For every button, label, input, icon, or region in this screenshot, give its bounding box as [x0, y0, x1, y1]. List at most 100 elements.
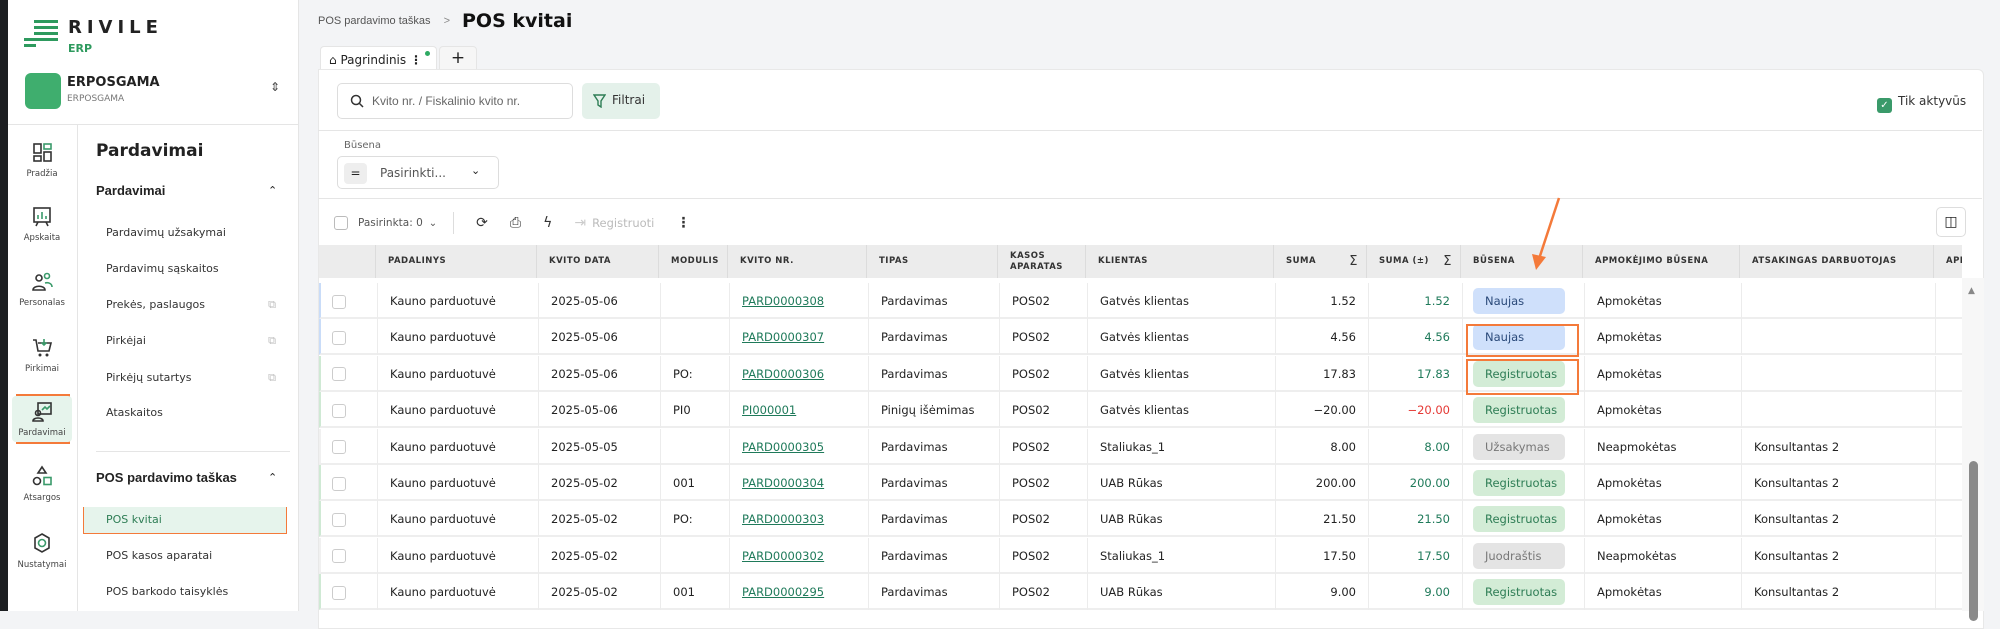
receipt-link[interactable]: PARD0000295 [742, 585, 825, 600]
selected-count-dropdown[interactable]: Pasirinkta: 0 [358, 217, 423, 229]
column-header[interactable]: SUMA (±) Σ [1367, 245, 1461, 278]
table-row[interactable]: Kauno parduotuvė 2025-05-02 001 PARD0000295… [319, 574, 1962, 611]
nav-item[interactable]: Pirkėjų sutartys ⧉ [84, 365, 286, 391]
receipt-link[interactable]: PARD0000305 [742, 439, 825, 454]
column-header[interactable]: KLIENTAS [1086, 245, 1274, 278]
refresh-icon[interactable]: ⟳ [476, 215, 488, 231]
select-all-checkbox[interactable] [334, 216, 348, 230]
table-row[interactable]: Kauno parduotuvė 2025-05-06 PARD0000308 Par… [319, 283, 1962, 319]
column-header[interactable]: ATSAKINGAS DARBUOTOJAS [1740, 245, 1934, 278]
company-name[interactable]: ERPOSGAMA [67, 75, 160, 90]
add-tab-button[interactable]: + [439, 46, 477, 70]
rail-item-personalas[interactable]: Personalas [12, 266, 72, 312]
column-header[interactable]: PADALINYS [376, 245, 537, 278]
row-checkbox[interactable] [332, 367, 346, 382]
nav-item[interactable]: Ataskaitos [84, 400, 286, 426]
breadcrumb-link[interactable]: POS pardavimo taškas [318, 15, 431, 27]
column-header[interactable]: KASOS APARATAS [998, 245, 1086, 278]
row-checkbox[interactable] [332, 512, 346, 527]
equals-operator-icon[interactable]: = [344, 163, 367, 184]
vertical-scrollbar[interactable]: ▲ [1962, 278, 1984, 621]
company-switch-icon[interactable]: ⇕ [270, 80, 281, 94]
chevron-up-icon[interactable]: ⌃ [268, 184, 278, 197]
signed-amount-cell: 17.83 [1369, 355, 1463, 392]
column-header[interactable]: MODULIS [659, 245, 728, 278]
rail-item-pirkimai[interactable]: Pirkimai [12, 332, 72, 378]
nav-item[interactable]: POS barkodo taisyklės [84, 579, 286, 605]
column-panel-toggle-icon[interactable]: ◫ [1936, 207, 1966, 237]
status-filter-select[interactable]: = Pasirinkti... ⌄ [337, 156, 499, 189]
scrollbar-thumb[interactable] [1969, 461, 1978, 621]
table-row[interactable]: Kauno parduotuvė 2025-05-02 PO: PARD0000303… [319, 501, 1962, 538]
only-active-checkbox[interactable]: ✓ Tik aktyvūs [1877, 94, 1966, 113]
signed-amount: 4.56 [1424, 330, 1450, 345]
table-row[interactable]: Kauno parduotuvė 2025-05-06 PARD0000307 Par… [319, 319, 1962, 356]
column-header[interactable]: KVITO DATA [537, 245, 659, 278]
sum-icon[interactable]: Σ [1443, 254, 1452, 269]
section-title[interactable]: POS pardavimo taškas [96, 470, 237, 485]
nav-item[interactable]: Pardavimų užsakymai [84, 220, 286, 246]
column-header[interactable]: SUMA Σ [1274, 245, 1367, 278]
row-checkbox[interactable] [332, 403, 346, 418]
divider [96, 451, 290, 452]
table-row[interactable]: Kauno parduotuvė 2025-05-06 PI0 PI000001 Pin… [319, 392, 1962, 429]
rail-item-apskaita[interactable]: Apskaita [12, 201, 72, 247]
rail-item-atsargos[interactable]: Atsargos [12, 461, 72, 507]
responsible-employee: Konsultantas 2 [1754, 439, 1840, 454]
receipt-link[interactable]: PARD0000304 [742, 476, 825, 490]
row-checkbox[interactable] [332, 330, 346, 345]
column-header[interactable]: TIPAS [867, 245, 998, 278]
nav-item[interactable]: Pardavimų sąskaitos [84, 256, 286, 282]
tab-home[interactable]: ⌂ Pagrindinis ⋮ [320, 46, 437, 70]
receipt-link[interactable]: PI000001 [742, 403, 797, 418]
receipt-date: 2025-05-02 [551, 585, 618, 600]
table-row[interactable]: Kauno parduotuvė 2025-05-06 PO: PARD0000306… [319, 355, 1962, 392]
receipt-link[interactable]: PARD0000303 [742, 512, 825, 527]
row-checkbox[interactable] [332, 440, 346, 455]
external-link-icon[interactable]: ⧉ [268, 334, 276, 347]
row-checkbox[interactable] [332, 476, 346, 491]
external-link-icon[interactable]: ⧉ [268, 298, 276, 311]
table-row[interactable]: Kauno parduotuvė 2025-05-02 PARD0000302 Par… [319, 537, 1962, 574]
print-icon[interactable]: ⎙ [509, 215, 522, 231]
column-header[interactable]: BŪSENA [1461, 245, 1583, 278]
more-icon[interactable]: ⋮ [676, 215, 691, 231]
section-title[interactable]: Pardavimai [96, 183, 166, 198]
row-checkbox[interactable] [332, 294, 346, 309]
nav-item[interactable]: Pirkėjai ⧉ [84, 328, 286, 354]
chevron-up-icon[interactable]: ⌃ [268, 471, 278, 484]
tab-menu-icon[interactable]: ⋮ [409, 53, 422, 67]
row-checkbox[interactable] [332, 549, 346, 564]
nav-item[interactable]: POS kvitai [84, 507, 286, 533]
external-link-icon[interactable]: ⧉ [268, 371, 276, 384]
receipt-link[interactable]: PARD0000308 [742, 294, 825, 308]
column-header[interactable]: KVITO NR. [728, 245, 867, 278]
nav-item[interactable]: Prekės, paslaugos ⧉ [84, 292, 286, 318]
chevron-down-icon: ⌄ [471, 164, 481, 177]
module-cell [661, 428, 730, 465]
table-row[interactable]: Kauno parduotuvė 2025-05-02 001 PARD0000304… [319, 465, 1962, 501]
amount-cell: 17.83 [1276, 355, 1369, 392]
rail-item-pradžia[interactable]: Pradžia [12, 137, 72, 183]
rail-item-pardavimai[interactable]: Pardavimai [12, 396, 72, 442]
filters-button[interactable]: Filtrai [582, 83, 660, 119]
column-header[interactable] [319, 245, 376, 278]
row-checkbox-cell [321, 574, 378, 611]
table-row[interactable]: Kauno parduotuvė 2025-05-05 PARD0000305 Par… [319, 428, 1962, 465]
receipt-link[interactable]: PARD0000302 [742, 548, 825, 563]
column-header[interactable]: APMOKĖJIMO [1934, 245, 1962, 278]
sum-icon[interactable]: Σ [1349, 254, 1358, 269]
payment-status-cell: Apmokėtas [1585, 465, 1742, 501]
search-input[interactable]: Kvito nr. / Fiskalinio kvito nr. [337, 83, 573, 119]
column-header[interactable]: APMOKĖJIMO BŪSENA [1583, 245, 1740, 278]
nav-item[interactable]: POS kasos aparatai [84, 543, 286, 569]
breadcrumb-separator: > [443, 15, 450, 27]
row-checkbox[interactable] [332, 585, 346, 600]
receipt-link[interactable]: PARD0000307 [742, 330, 825, 345]
rail-item-nustatymai[interactable]: Nustatymai [12, 528, 72, 574]
register-button[interactable]: Registruoti [592, 216, 655, 230]
receipt-link[interactable]: PARD0000306 [742, 366, 825, 381]
scroll-up-icon[interactable]: ▲ [1968, 286, 1975, 296]
lightning-icon[interactable]: ϟ [543, 215, 553, 231]
amount-cell: 1.52 [1276, 283, 1369, 319]
